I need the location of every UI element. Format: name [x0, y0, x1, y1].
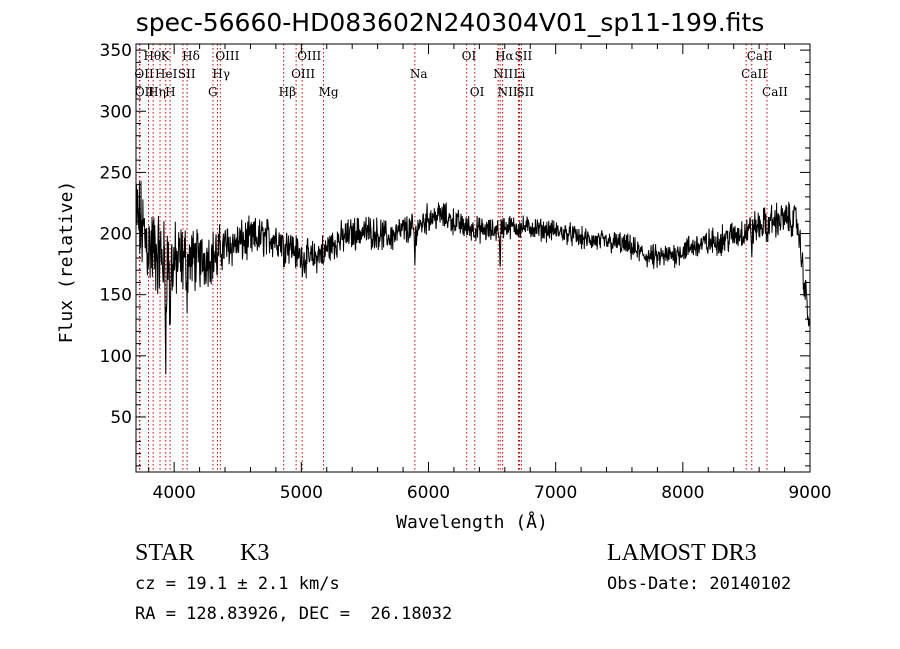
- axis-tick-labels: 4000 5000 6000 7000 8000 9000 50 100 150 200 250 30…: [100, 41, 832, 503]
- y-tick-label: 50: [110, 408, 132, 428]
- marker-label: OII: [135, 85, 155, 99]
- marker-label: OI: [462, 49, 477, 63]
- marker-label: Hα: [495, 49, 514, 63]
- marker-label: OII: [134, 67, 154, 81]
- marker-label: OIII: [215, 49, 239, 63]
- chart-title: spec-56660-HD083602N240304V01_sp11-199.f…: [135, 8, 765, 37]
- object-class: STAR: [135, 540, 195, 566]
- marker-label: NII: [498, 85, 518, 99]
- y-tick-label: 350: [100, 41, 132, 61]
- redshift-line: cz = 19.1 ± 2.1 km/s: [135, 574, 340, 594]
- marker-label: SII: [178, 67, 196, 81]
- marker-label: G: [208, 85, 218, 99]
- marker-label: HeI: [155, 67, 178, 81]
- plot-axes: [135, 43, 811, 473]
- marker-label: SII: [515, 49, 533, 63]
- marker-label: Hβ: [279, 85, 296, 99]
- spectrum-series: [135, 181, 811, 375]
- obs-date: Obs-Date: 20140102: [607, 574, 792, 594]
- axis-ticks: [136, 44, 811, 472]
- marker-label: NII: [493, 67, 513, 81]
- x-tick-label: 9000: [788, 483, 831, 503]
- marker-label: K: [161, 49, 171, 63]
- marker-label: SII: [516, 85, 534, 99]
- line-markers: [138, 44, 768, 472]
- marker-label: Na: [410, 67, 428, 81]
- y-tick-label: 150: [100, 286, 132, 306]
- y-tick-label: 200: [100, 225, 132, 245]
- x-tick-label: 5000: [280, 483, 323, 503]
- plot-frame: [135, 43, 811, 473]
- marker-label: Hη: [148, 85, 166, 99]
- marker-label: CaII: [747, 49, 773, 63]
- marker-label: CaII: [741, 67, 767, 81]
- marker-label: H: [165, 85, 175, 99]
- coordinates: RA = 128.83926, DEC = 26.18032: [135, 604, 453, 624]
- marker-label: Mg: [319, 85, 339, 99]
- y-tick-label: 300: [100, 102, 132, 122]
- y-tick-label: 100: [100, 347, 132, 367]
- y-axis-label: Flux (relative): [56, 181, 77, 344]
- x-tick-label: 7000: [534, 483, 577, 503]
- marker-label: OI: [470, 85, 485, 99]
- x-tick-label: 4000: [153, 483, 196, 503]
- x-axis-label: Wavelength (Å): [396, 511, 548, 533]
- x-tick-label: 6000: [407, 483, 450, 503]
- marker-label: Hγ: [212, 67, 230, 81]
- object-subclass: K3: [240, 540, 270, 566]
- marker-label: CaII: [762, 85, 788, 99]
- marker-label: Li: [514, 67, 526, 81]
- marker-label: Hδ: [182, 49, 200, 63]
- spectrum-line: [135, 181, 811, 375]
- marker-label: OIII: [291, 67, 315, 81]
- marker-label: Hθ: [143, 49, 161, 63]
- y-tick-label: 250: [100, 163, 132, 183]
- survey-name: LAMOST DR3: [607, 540, 757, 566]
- marker-label: OIII: [297, 49, 321, 63]
- x-tick-label: 8000: [661, 483, 704, 503]
